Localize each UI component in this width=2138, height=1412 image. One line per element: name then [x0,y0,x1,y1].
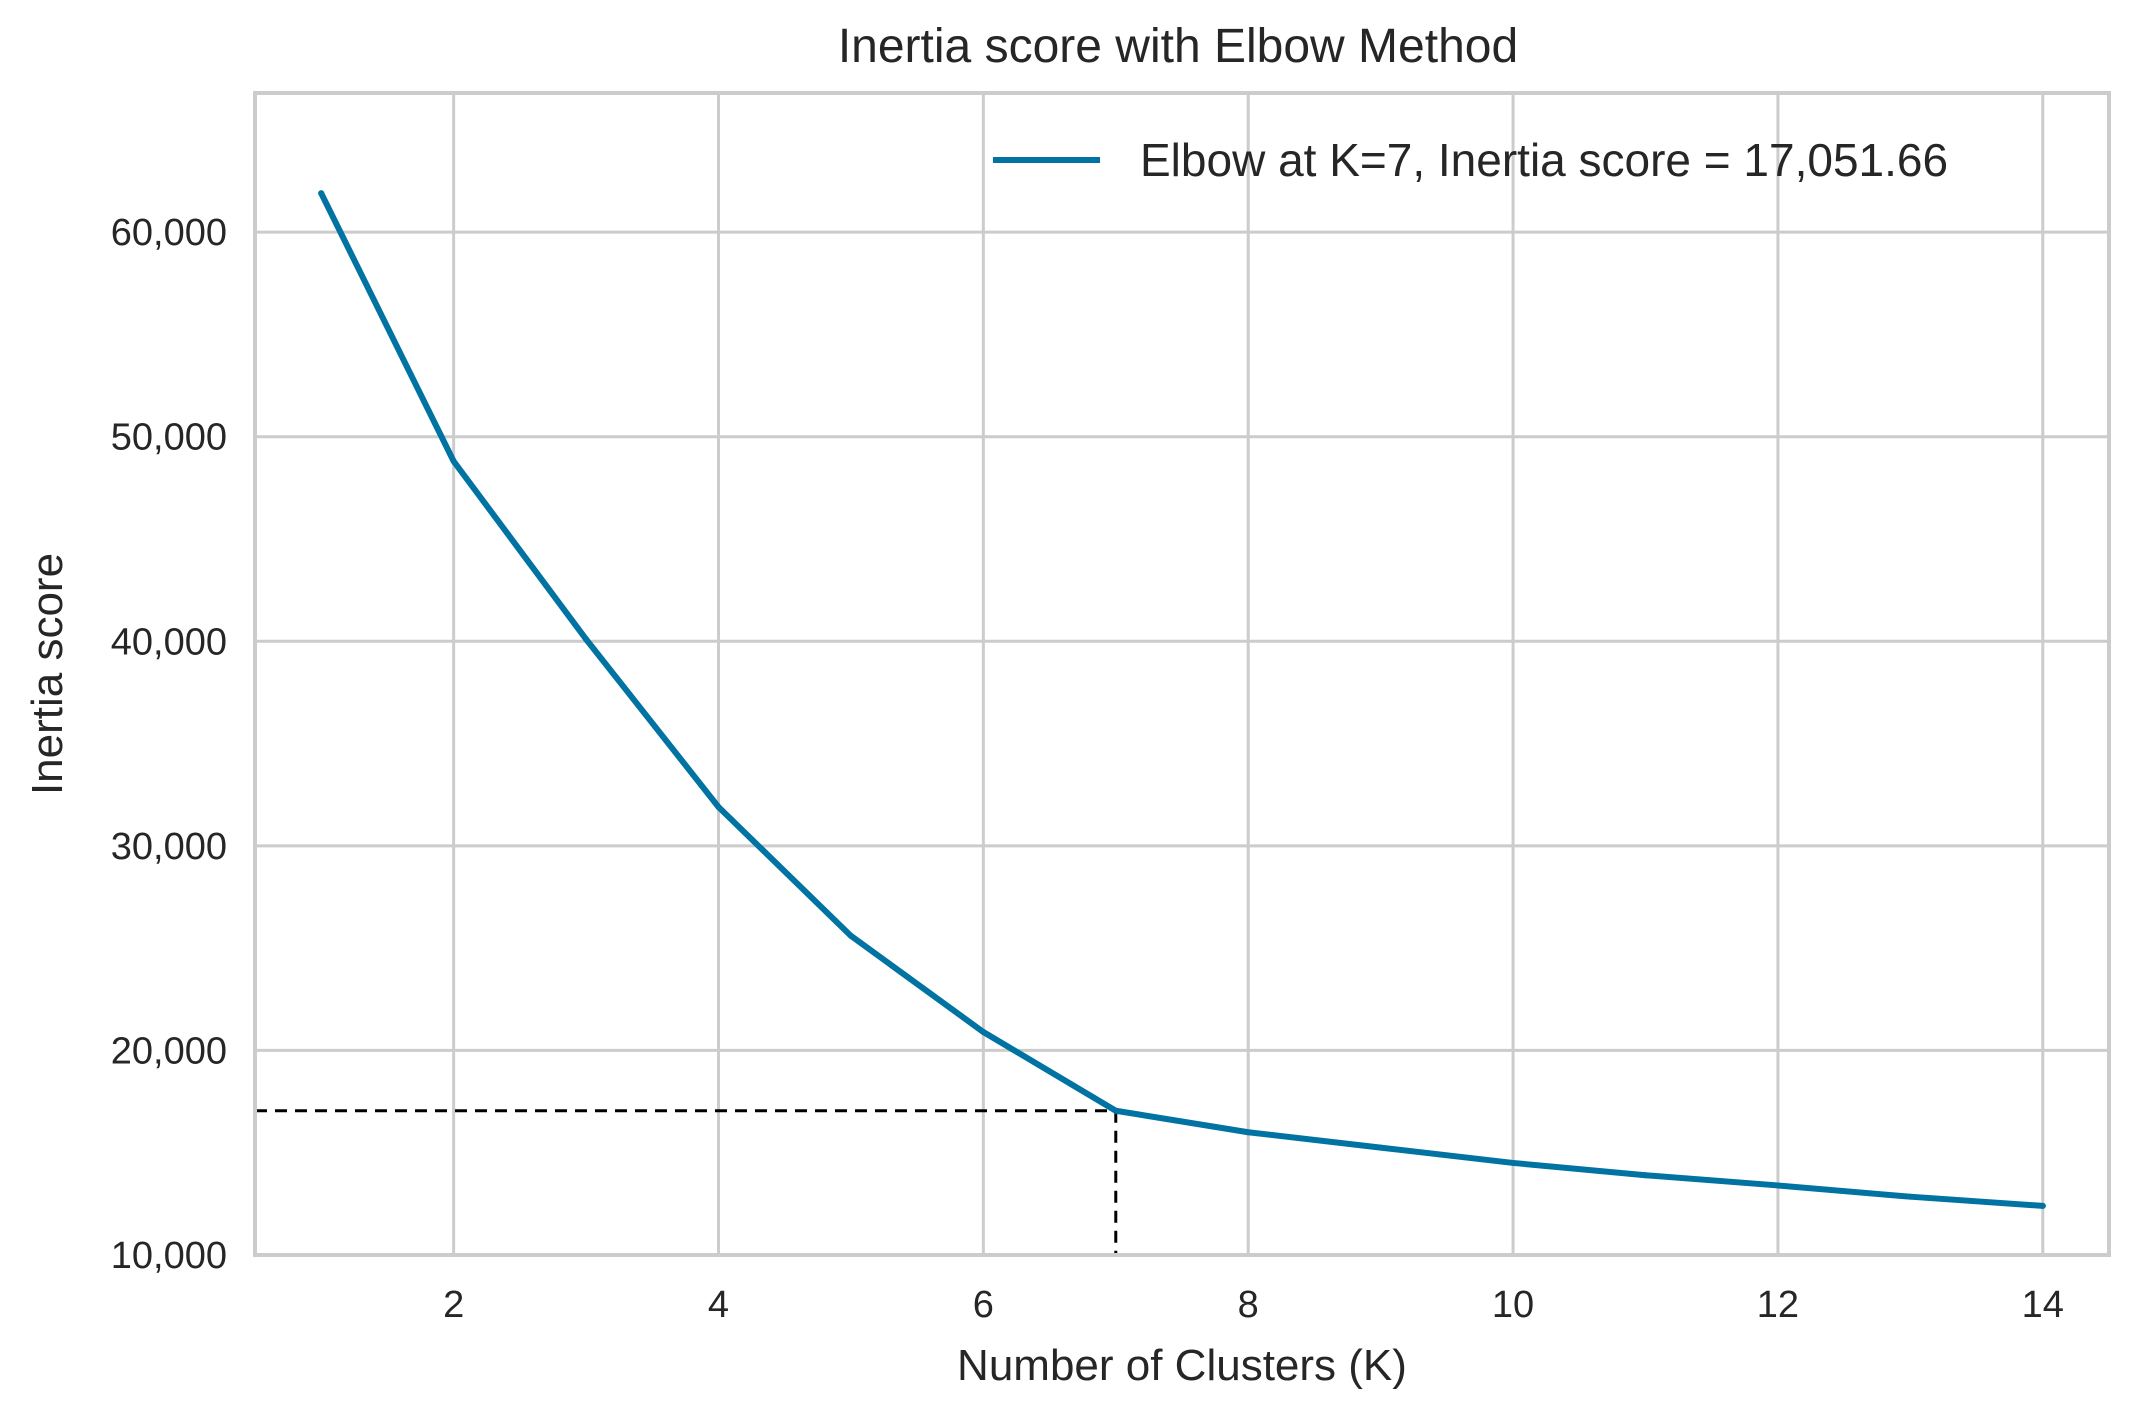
inertia-data-point [1907,1193,1914,1200]
x-tick-label: 10 [1492,1284,1534,1326]
x-tick-label: 12 [1757,1284,1799,1326]
y-tick-label: 50,000 [111,417,227,459]
y-tick-label: 40,000 [111,621,227,663]
x-tick-label: 6 [973,1284,994,1326]
inertia-data-point [1112,1107,1119,1114]
inertia-data-point [2039,1202,2046,1209]
inertia-data-point [847,932,854,939]
inertia-series-line [318,190,2046,1209]
x-tick-labels: 2 4 6 8 10 12 14 [443,1284,2064,1326]
y-tick-label: 20,000 [111,1030,227,1072]
chart-title: Inertia score with Elbow Method [838,20,1518,73]
inertia-data-point [1377,1144,1384,1151]
grid-lines [255,93,2109,1257]
y-tick-label: 30,000 [111,826,227,868]
legend: Elbow at K=7, Inertia score = 17,051.66 [993,134,1948,186]
inertia-data-point [715,803,722,810]
inertia-data-point [1245,1129,1252,1136]
plot-frame [253,91,2111,1257]
elbow-markers [255,1109,1118,1255]
inertia-data-point [318,190,325,197]
inertia-data-point [1774,1182,1781,1189]
y-axis-label: Inertia score [23,553,72,795]
x-axis-label: Number of Clusters (K) [957,1341,1407,1390]
inertia-data-point [1510,1159,1517,1166]
inertia-data-point [980,1029,987,1036]
legend-entry-label: Elbow at K=7, Inertia score = 17,051.66 [1140,134,1948,186]
y-tick-label: 60,000 [111,212,227,254]
x-tick-label: 2 [443,1284,464,1326]
y-tick-label: 10,000 [111,1235,227,1277]
inertia-data-point [1642,1172,1649,1179]
inertia-data-point [583,636,590,643]
series-layer [318,190,2046,1209]
x-tick-label: 8 [1238,1284,1259,1326]
x-tick-label: 4 [708,1284,729,1326]
y-tick-labels: 10,000 20,000 30,000 40,000 50,000 60,000 [111,212,227,1277]
x-tick-label: 14 [2022,1284,2064,1326]
inertia-data-point [450,458,457,465]
